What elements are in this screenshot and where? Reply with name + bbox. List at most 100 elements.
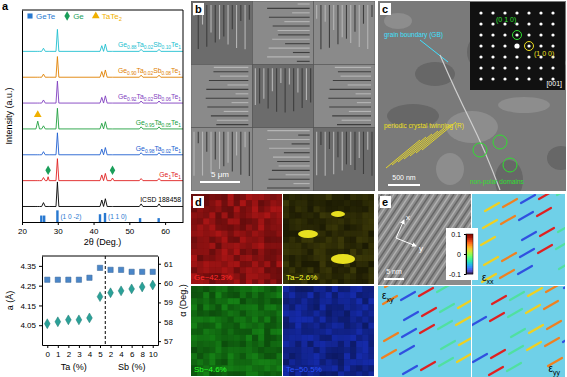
diffraction-spot <box>515 55 518 58</box>
map-texture <box>368 341 374 347</box>
map-texture <box>283 194 289 200</box>
series-label: Ge0.98Ta0.02Te1 <box>136 145 181 154</box>
map-texture <box>314 200 320 206</box>
map-texture <box>289 249 295 255</box>
map-texture <box>350 341 356 347</box>
map-texture <box>209 218 215 224</box>
map-texture <box>332 279 338 284</box>
element-label: Te~50.5% <box>286 365 322 374</box>
strain-streak <box>420 325 434 333</box>
map-texture <box>270 353 276 359</box>
map-texture <box>332 194 338 200</box>
map-texture <box>326 237 332 243</box>
map-texture <box>307 292 313 298</box>
map-texture <box>252 286 258 292</box>
spot-label: (0 1 0) <box>496 16 516 24</box>
map-texture <box>332 231 338 237</box>
map-texture <box>203 310 209 316</box>
diffraction-spot <box>551 22 554 25</box>
data-point <box>129 284 135 294</box>
strain-streak <box>521 195 535 203</box>
map-texture <box>307 341 313 347</box>
map-texture <box>338 194 344 200</box>
tick-label: 0 <box>457 251 461 258</box>
map-texture <box>270 249 276 255</box>
tick-mark <box>464 254 466 255</box>
lamella <box>268 179 309 180</box>
map-texture <box>264 286 270 292</box>
map-texture <box>270 304 276 310</box>
map-texture <box>301 200 307 206</box>
axis: 2030405060 <box>18 222 183 236</box>
tick-mark <box>464 234 466 235</box>
precipitate <box>331 254 355 264</box>
lamella <box>297 61 310 62</box>
map-texture <box>362 317 368 323</box>
element-label: Ta~2.6% <box>286 273 317 282</box>
tick-label: 30 <box>54 227 63 236</box>
map-texture <box>289 347 295 353</box>
map-texture <box>209 249 215 255</box>
map-texture <box>252 249 258 255</box>
axis-line <box>466 235 467 275</box>
twin-line <box>398 134 432 162</box>
map-texture <box>332 298 338 304</box>
tick: 2 <box>109 345 114 359</box>
xrd-pattern <box>22 29 183 51</box>
lamella <box>223 132 224 167</box>
map-texture <box>215 317 221 323</box>
map-texture <box>276 231 282 237</box>
map-texture <box>258 243 264 249</box>
tick: 2 <box>67 345 72 359</box>
map-texture <box>252 371 258 376</box>
map-texture <box>234 255 240 261</box>
map-texture <box>314 298 320 304</box>
map-texture <box>240 231 246 237</box>
map-texture <box>344 347 350 353</box>
tick-mark <box>158 322 161 323</box>
axis-line <box>23 222 184 223</box>
map-texture <box>344 212 350 218</box>
map-texture <box>344 243 350 249</box>
map-texture <box>295 304 301 310</box>
phase-marker <box>45 166 50 175</box>
tick-label: 2 <box>109 350 114 359</box>
lattice-chart: 0123452468104.054.154.254.355758596061Ta… <box>5 256 188 372</box>
tick-mark <box>464 274 466 275</box>
axis: 0.10-0.1 <box>449 231 467 278</box>
map-texture <box>252 323 258 329</box>
strain-streak <box>507 363 521 371</box>
map-texture <box>314 194 320 200</box>
map-texture <box>283 212 289 218</box>
tick-mark <box>39 325 42 326</box>
map-texture <box>332 243 338 249</box>
strain-streak <box>547 321 561 329</box>
map-texture <box>234 279 240 284</box>
map-texture <box>362 273 368 279</box>
map-texture <box>258 273 264 279</box>
map-texture <box>209 292 215 298</box>
strain-streak <box>537 208 551 216</box>
map-texture <box>197 286 203 292</box>
diffraction-spot <box>551 33 554 36</box>
diffraction-spot <box>479 77 482 80</box>
strain-streak <box>501 216 515 224</box>
map-texture <box>289 286 295 292</box>
lamella <box>297 68 298 92</box>
map-texture <box>350 310 356 316</box>
map-texture <box>234 317 240 323</box>
map-texture <box>191 286 197 292</box>
data-point <box>66 315 72 325</box>
map-texture <box>197 298 203 304</box>
strain-map <box>472 194 565 285</box>
map-texture <box>320 267 326 273</box>
map-texture <box>289 243 295 249</box>
tick-label: 40 <box>90 227 99 236</box>
map-texture <box>203 335 209 341</box>
map-texture <box>191 212 197 218</box>
map-texture <box>283 298 289 304</box>
map-texture <box>295 243 301 249</box>
map-texture <box>264 267 270 273</box>
axis-title: Intensity (a.u.) <box>4 87 14 144</box>
map-texture <box>252 317 258 323</box>
